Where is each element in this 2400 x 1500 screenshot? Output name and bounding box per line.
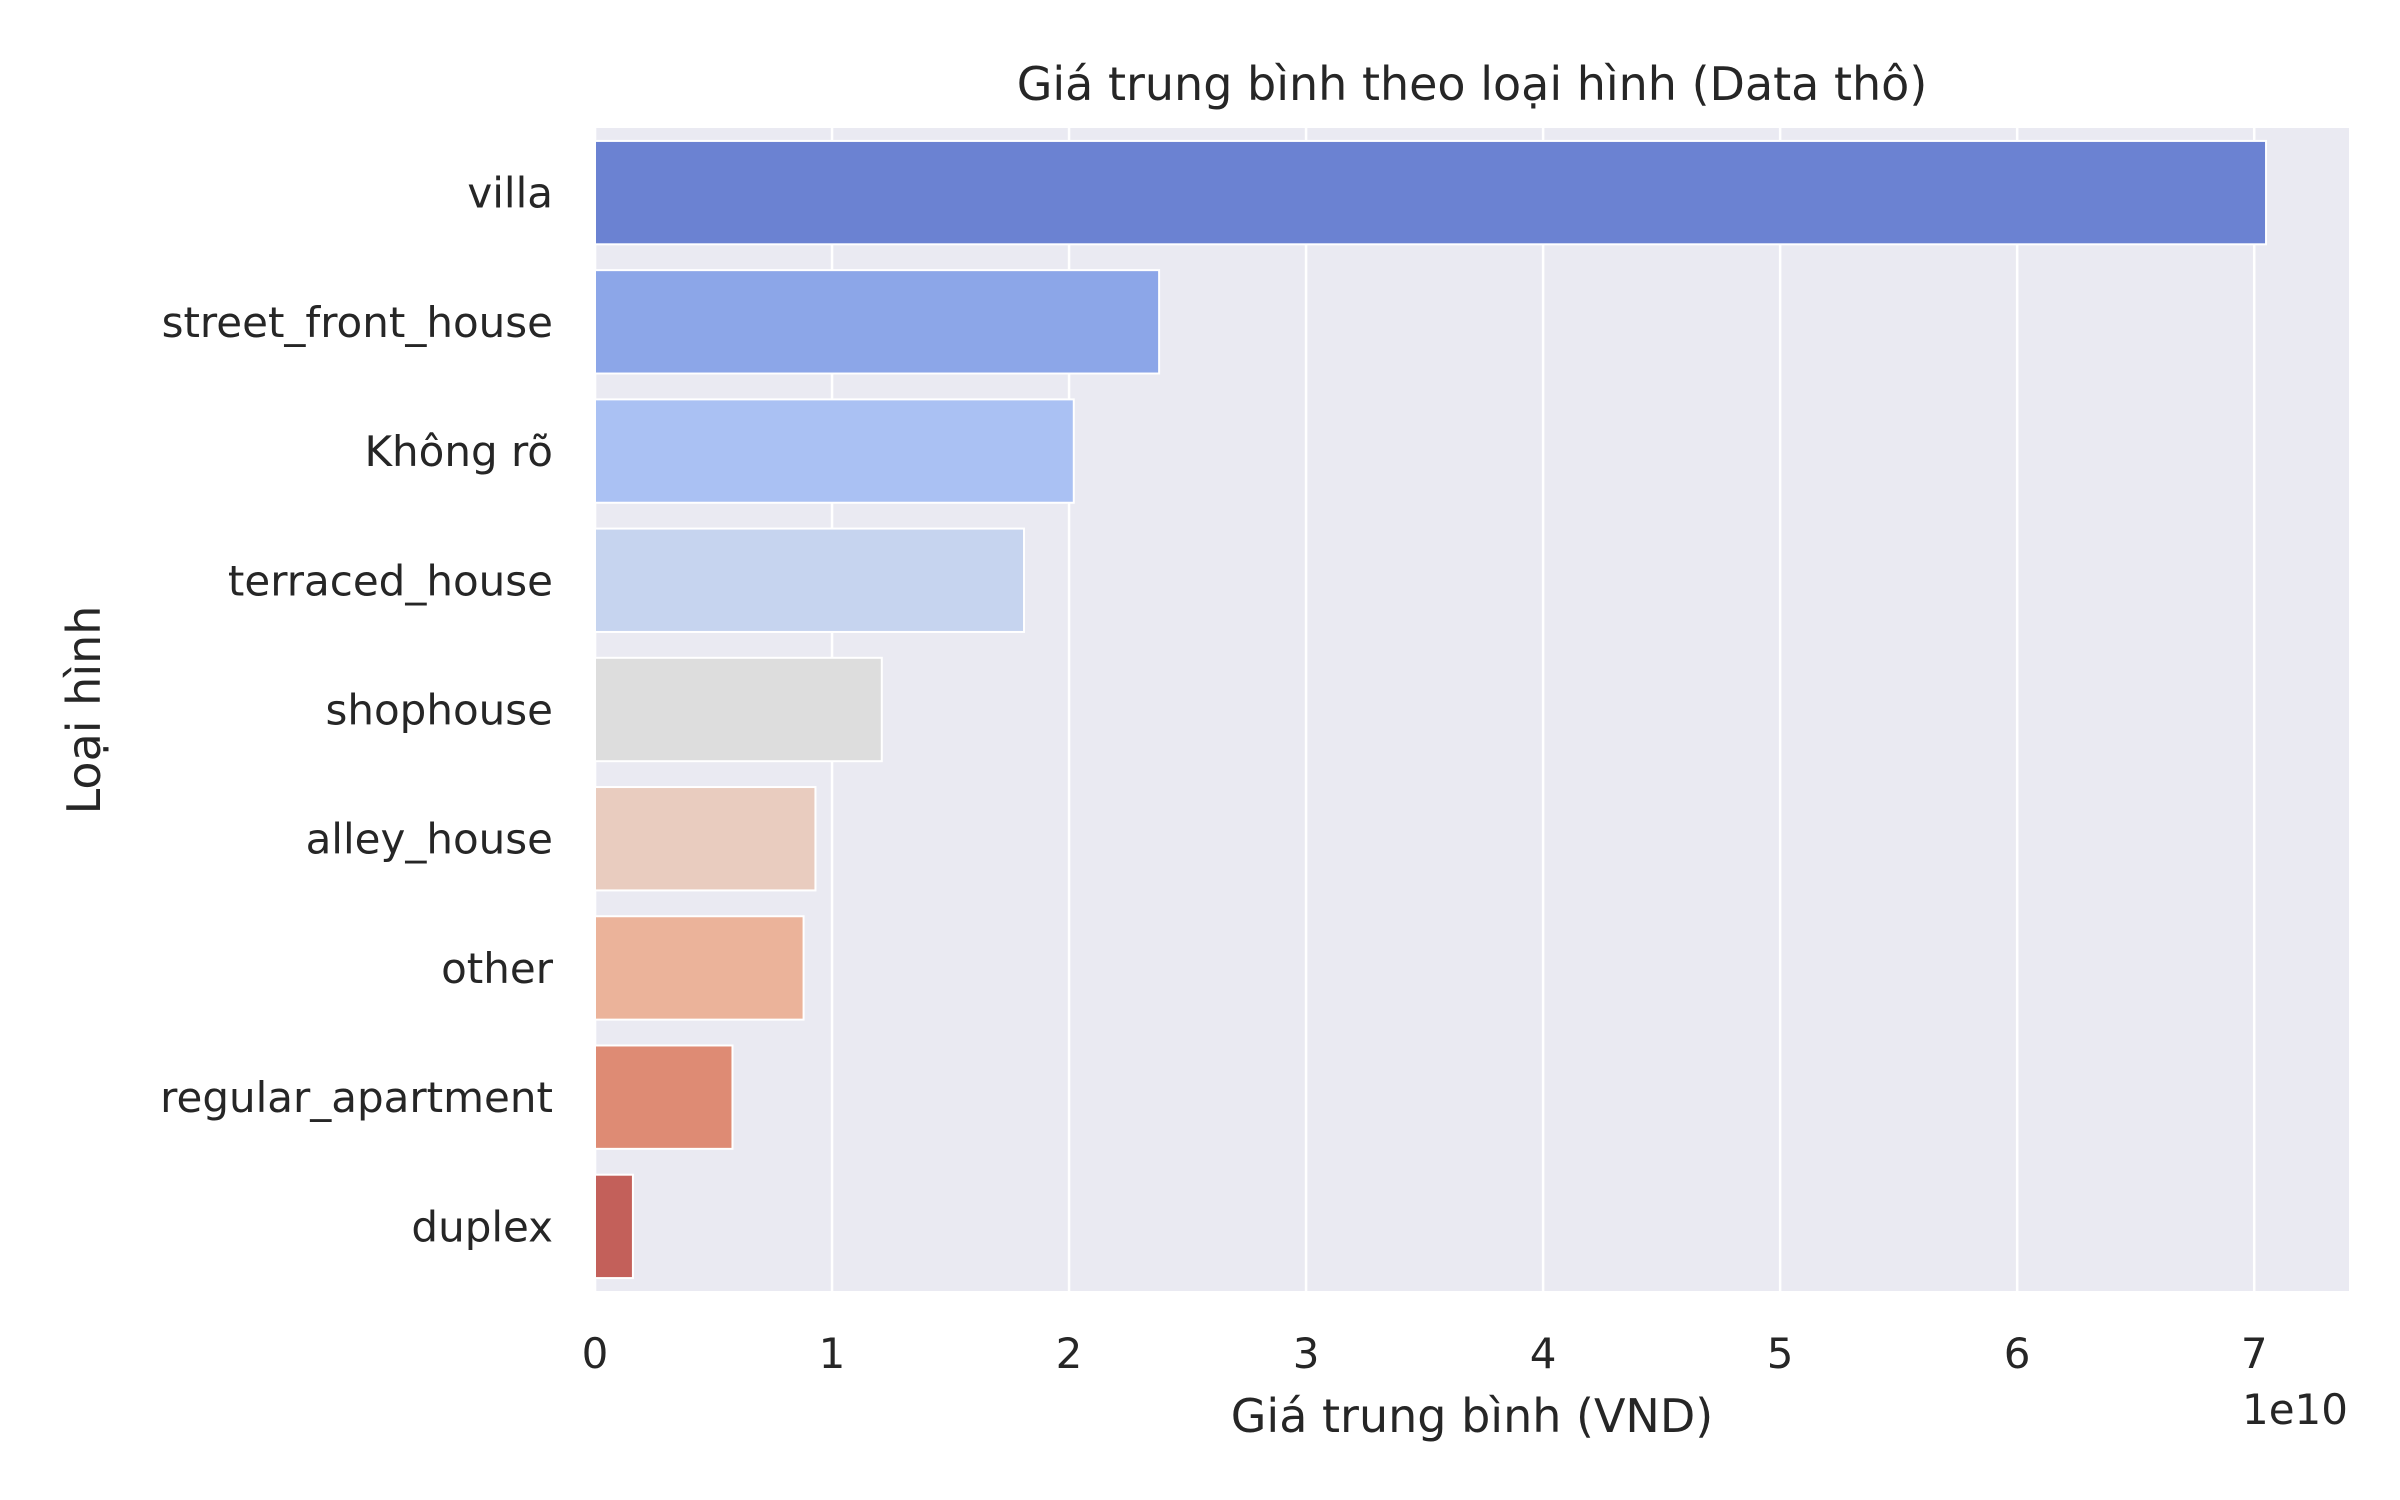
x-axis-label: Giá trung bình (VND)	[1231, 1389, 1713, 1443]
bar	[594, 398, 1075, 504]
y-axis-label: Loại hình	[57, 606, 111, 815]
bar	[594, 915, 805, 1021]
bar	[594, 269, 1161, 375]
x-tick-label: 3	[1293, 1329, 1320, 1378]
y-tick-label: terraced_house	[228, 556, 553, 605]
x-tick-label: 0	[582, 1329, 609, 1378]
y-tick-label: other	[441, 944, 554, 993]
y-tick-label: street_front_house	[162, 298, 553, 347]
x-tick-label: 2	[1056, 1329, 1083, 1378]
x-tick-label: 4	[1530, 1329, 1557, 1378]
y-tick-labels: villa street_front_house Không rõ terraced_…	[160, 169, 554, 1252]
y-tick-label: Không rõ	[364, 427, 553, 476]
x-tick-label: 7	[2241, 1329, 2268, 1378]
y-tick-label: villa	[467, 169, 553, 218]
bar	[594, 786, 817, 892]
y-tick-label: duplex	[411, 1202, 553, 1251]
bar	[594, 1173, 634, 1280]
y-tick-label: regular_apartment	[160, 1073, 553, 1122]
bar	[594, 527, 1026, 633]
x-offset-label: 1e10	[2242, 1385, 2348, 1434]
bar-series	[594, 139, 2268, 1280]
y-tick-label: shophouse	[325, 686, 553, 735]
chart-title: Giá trung bình theo loại hình (Data thô)	[1017, 57, 1928, 111]
y-tick-label: alley_house	[306, 815, 553, 864]
bar	[594, 139, 2268, 246]
x-tick-label: 5	[1767, 1329, 1794, 1378]
bar	[594, 1044, 734, 1150]
x-tick-labels: 0 1 2 3 4 5 6 7	[582, 1329, 2268, 1378]
x-tick-label: 1	[819, 1329, 846, 1378]
x-tick-label: 6	[2004, 1329, 2031, 1378]
bar	[594, 656, 883, 763]
